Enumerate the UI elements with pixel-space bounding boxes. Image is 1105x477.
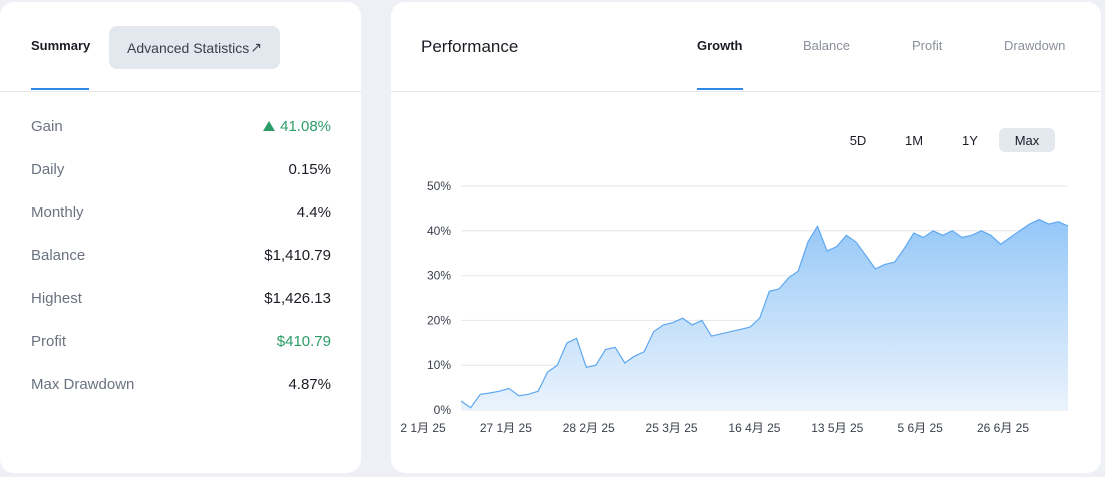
tab-growth[interactable]: Growth xyxy=(697,38,743,53)
performance-card: Performance Growth Balance Profit Drawdo… xyxy=(391,2,1101,473)
x-tick-label: 26 6月 25 xyxy=(977,421,1029,435)
range-5d-button[interactable]: 5D xyxy=(849,132,867,148)
summary-header: Summary Advanced Statistics ↗ xyxy=(0,2,361,92)
stat-row-max-drawdown: Max Drawdown 4.87% xyxy=(31,374,331,394)
stat-row-gain: Gain 41.08% xyxy=(31,116,331,136)
tab-balance[interactable]: Balance xyxy=(803,38,850,53)
stat-value: 4.4% xyxy=(296,203,331,221)
range-1m-button[interactable]: 1M xyxy=(904,132,924,148)
performance-title: Performance xyxy=(421,37,519,56)
stat-value-text: 41.08% xyxy=(280,117,331,135)
advanced-statistics-button[interactable]: Advanced Statistics ↗ xyxy=(109,26,280,69)
stat-label: Balance xyxy=(31,246,86,264)
stat-row-daily: Daily 0.15% xyxy=(31,159,331,179)
stat-value: $410.79 xyxy=(276,332,331,350)
x-tick-label: 16 4月 25 xyxy=(728,421,780,435)
tab-drawdown[interactable]: Drawdown xyxy=(1004,38,1066,53)
tab-profit[interactable]: Profit xyxy=(912,38,943,53)
x-tick-label: 25 3月 25 xyxy=(646,421,698,435)
stat-row-highest: Highest $1,426.13 xyxy=(31,288,331,308)
tab-summary[interactable]: Summary xyxy=(31,38,91,53)
stat-row-profit: Profit $410.79 xyxy=(31,331,331,351)
y-tick-label: 50% xyxy=(427,179,451,193)
y-tick-label: 30% xyxy=(427,269,451,283)
external-link-icon: ↗ xyxy=(250,39,262,55)
triangle-up-icon xyxy=(263,120,276,131)
stat-label: Profit xyxy=(31,332,67,350)
stat-label: Max Drawdown xyxy=(31,375,135,393)
stat-value: 0.15% xyxy=(288,160,331,178)
tab-growth-underline xyxy=(697,88,743,90)
range-max-button[interactable]: Max xyxy=(999,128,1055,152)
performance-header: Performance Growth Balance Profit Drawdo… xyxy=(391,2,1101,92)
summary-card: Summary Advanced Statistics ↗ Gain 41.08… xyxy=(0,2,361,473)
y-tick-label: 20% xyxy=(427,313,451,327)
stat-value: $1,426.13 xyxy=(264,289,331,307)
x-tick-label: 27 1月 25 xyxy=(480,421,532,435)
stat-label: Monthly xyxy=(31,203,84,221)
growth-area xyxy=(461,219,1068,410)
stat-label: Highest xyxy=(31,289,82,307)
stat-value: $1,410.79 xyxy=(264,246,331,264)
growth-line xyxy=(460,218,1069,409)
x-tick-label: 5 6月 25 xyxy=(897,421,943,435)
stat-label: Daily xyxy=(31,160,65,178)
stat-label: Gain xyxy=(31,117,63,135)
stat-value: 4.87% xyxy=(288,375,331,393)
y-tick-label: 0% xyxy=(434,403,452,417)
x-tick-label: 2 1月 25 xyxy=(400,421,446,435)
y-tick-label: 10% xyxy=(427,358,451,372)
stat-value: 41.08% xyxy=(263,118,331,135)
stat-row-balance: Balance $1,410.79 xyxy=(31,245,331,265)
x-tick-label: 13 5月 25 xyxy=(811,421,863,435)
y-tick-label: 40% xyxy=(427,224,451,238)
advanced-statistics-label: Advanced Statistics xyxy=(127,39,250,56)
x-tick-label: 28 2月 25 xyxy=(563,421,615,435)
growth-chart: 0% 10% 20% 30% 40% 50% 2 1月 25 27 1月 25 28 2月 25… xyxy=(400,179,1069,435)
tab-summary-underline xyxy=(31,88,89,90)
range-1y-button[interactable]: 1Y xyxy=(962,132,978,148)
stat-row-monthly: Monthly 4.4% xyxy=(31,202,331,222)
